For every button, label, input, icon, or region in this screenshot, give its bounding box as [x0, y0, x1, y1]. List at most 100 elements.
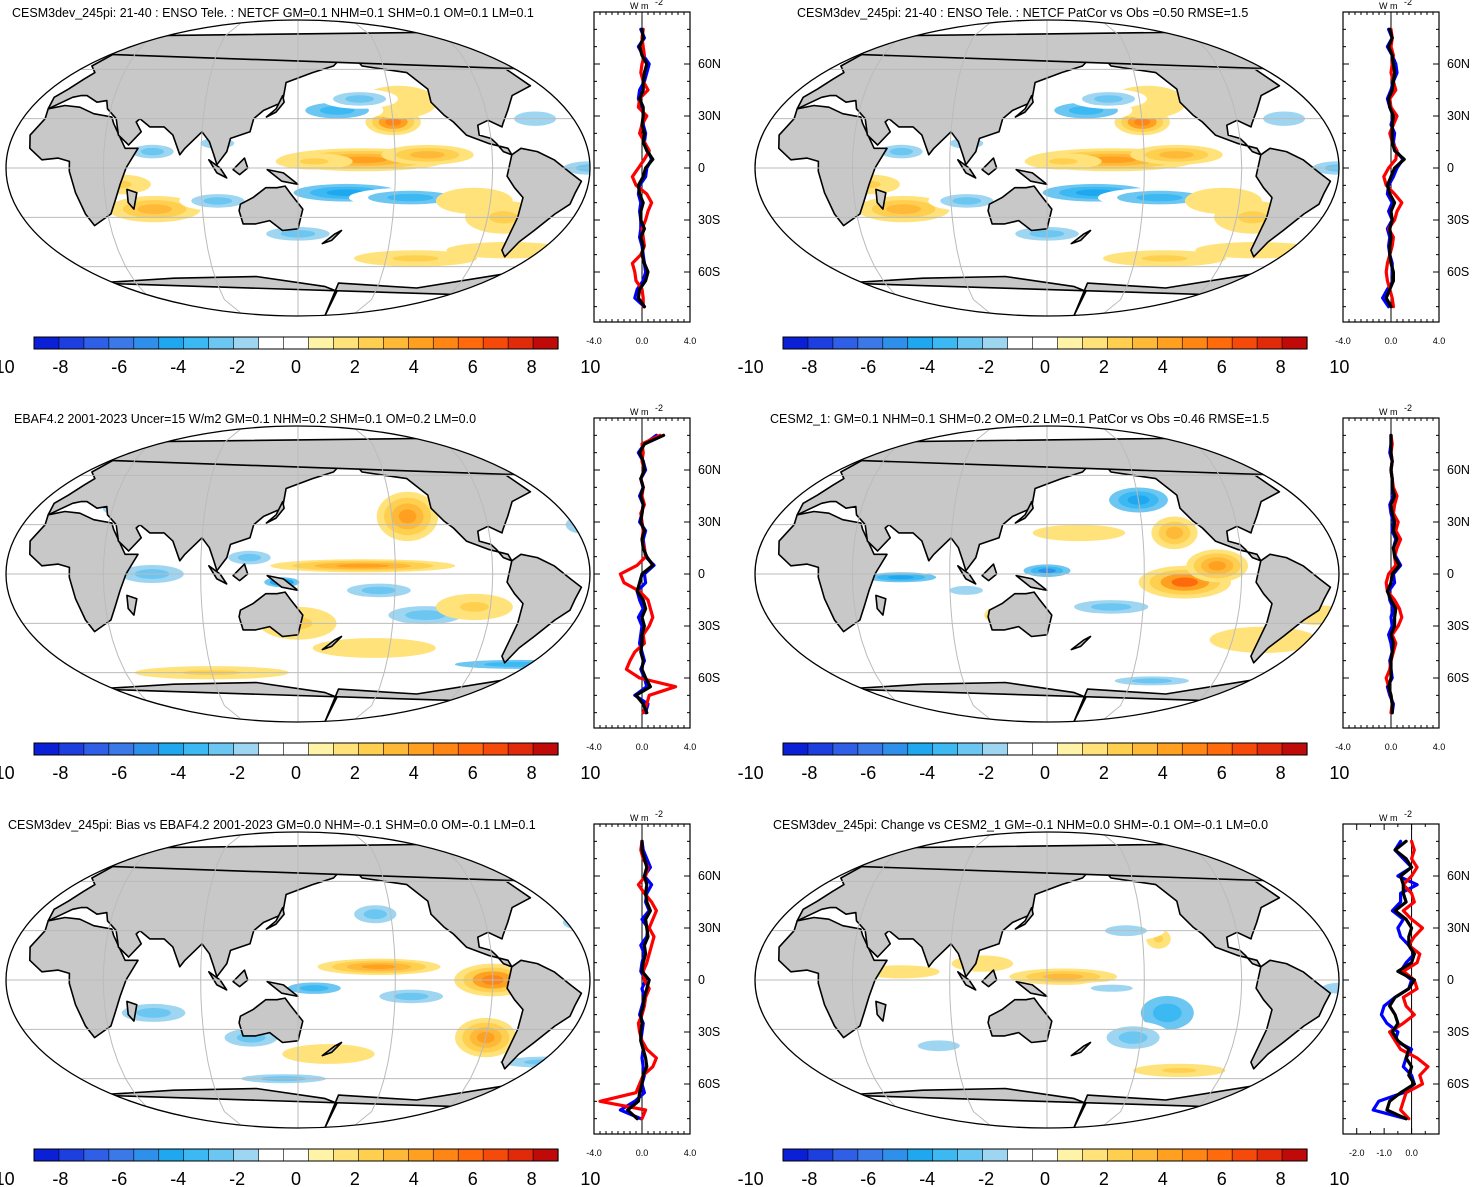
x-tick-label: -1.0 — [1376, 1148, 1392, 1158]
globe-border — [5, 425, 591, 723]
colorbar-label: -6 — [111, 763, 127, 783]
zonal-mean-line-red — [1382, 27, 1404, 309]
land — [987, 185, 1053, 232]
land — [1104, 860, 1281, 968]
x-tick-label: 4.0 — [684, 1148, 697, 1158]
colorbar-swatch — [258, 336, 285, 350]
latitude-label: 60N — [698, 869, 721, 883]
unit-label: W m — [630, 813, 649, 823]
colorbar-swatch — [358, 336, 384, 350]
latitude-label: 60S — [698, 1077, 720, 1091]
x-tick-label: -4.0 — [1335, 336, 1351, 346]
colorbar-swatch — [1007, 742, 1034, 756]
colorbar-swatch — [308, 336, 335, 350]
field-contour — [1159, 151, 1194, 159]
colorbar-swatch — [1082, 742, 1108, 756]
latitude-label: 30S — [1447, 619, 1469, 633]
land — [1104, 48, 1281, 156]
land — [843, 272, 1262, 316]
land — [1070, 229, 1092, 245]
map-body — [755, 20, 1339, 316]
colorbar-label: 8 — [1276, 357, 1286, 377]
plot-area — [1343, 824, 1439, 1134]
land — [321, 1041, 343, 1057]
colorbar-swatch — [1256, 336, 1283, 350]
globe-border — [754, 831, 1340, 1129]
x-tick-label: 0.0 — [636, 336, 649, 346]
colorbar-label: 8 — [527, 357, 537, 377]
latitude-label: 60S — [698, 671, 720, 685]
colorbar-label: -2 — [229, 763, 245, 783]
colorbar-label: 8 — [1276, 763, 1286, 783]
colorbar-label: 4 — [409, 1169, 419, 1187]
field-contour — [949, 585, 983, 595]
land — [94, 678, 513, 722]
land — [778, 510, 888, 633]
unit-label: W m — [630, 1, 649, 11]
field-contour — [575, 164, 590, 172]
land — [321, 635, 343, 651]
latitude-label: 60S — [698, 265, 720, 279]
colorbar-label: 0 — [291, 357, 301, 377]
colorbar-swatch — [1132, 742, 1158, 756]
latitude-label: 60S — [1447, 671, 1469, 685]
colorbar-swatch — [1032, 336, 1059, 350]
colorbar-swatch — [208, 742, 235, 756]
colorbar-label: 10 — [580, 763, 600, 783]
panel-1: CESM3dev_245pi: 21-40 : ENSO Tele. : NET… — [0, 0, 721, 377]
colorbar-swatch — [83, 742, 110, 756]
colorbar-label: -6 — [860, 357, 876, 377]
unit-power: -2 — [1404, 403, 1412, 413]
land — [238, 591, 304, 638]
land — [1070, 1041, 1092, 1057]
colorbar-swatch — [1132, 1148, 1158, 1162]
map — [754, 425, 1340, 723]
unit-power: -2 — [1404, 0, 1412, 7]
colorbar-swatch — [233, 742, 260, 756]
colorbar-label: 6 — [468, 763, 478, 783]
x-tick-label: 4.0 — [684, 742, 697, 752]
colorbar-label: 2 — [350, 1169, 360, 1187]
colorbar-label: 4 — [1158, 1169, 1168, 1187]
colorbar-swatch — [932, 1148, 959, 1162]
field-contour — [237, 553, 262, 562]
colorbar-label: 10 — [1329, 763, 1349, 783]
colorbar-swatch — [782, 336, 809, 350]
longitude-gridline — [851, 832, 941, 1128]
land — [1070, 635, 1092, 651]
land — [321, 229, 343, 245]
land — [355, 860, 532, 968]
latitude-label: 30S — [1447, 1025, 1469, 1039]
x-tick-label: -4.0 — [586, 336, 602, 346]
zonal-mean-plot: -4.0 0.0 4.0 60N 30N 0 30S 60S W m -2 — [586, 809, 721, 1158]
panel-4: CESM2_1: GM=0.1 NHM=0.1 SHM=0.2 OM=0.2 L… — [738, 403, 1470, 783]
colorbar-swatch — [532, 742, 559, 756]
colorbar-label: -8 — [52, 763, 68, 783]
panel-title: EBAF4.2 2001-2023 Uncer=15 W/m2 GM=0.1 N… — [14, 412, 476, 426]
land — [843, 678, 1262, 722]
field-contour — [1208, 561, 1226, 571]
land — [208, 159, 228, 179]
colorbar-swatch — [482, 1148, 509, 1162]
colorbar-swatch — [258, 1148, 285, 1162]
map — [754, 19, 1340, 317]
colorbar-swatch — [158, 742, 185, 756]
colorbar-swatch — [882, 742, 909, 756]
field-contour — [405, 610, 446, 620]
longitude-gridline — [1153, 426, 1243, 722]
land — [875, 188, 887, 210]
unit-label: W m — [1379, 407, 1398, 417]
colorbar-label: -6 — [111, 1169, 127, 1187]
map — [5, 19, 591, 317]
panel-6: CESM3dev_245pi: Change vs CESM2_1 GM=-0.… — [738, 809, 1470, 1187]
colorbar-swatch — [982, 336, 1009, 350]
colorbar-label: 10 — [580, 357, 600, 377]
field-contour — [137, 204, 172, 214]
colorbar-swatch — [158, 336, 185, 350]
field-contour — [1312, 161, 1339, 175]
colorbar-frame — [33, 1148, 559, 1162]
map-body — [6, 426, 590, 722]
latitude-label: 60N — [1447, 869, 1470, 883]
x-tick-label: 0.0 — [636, 742, 649, 752]
